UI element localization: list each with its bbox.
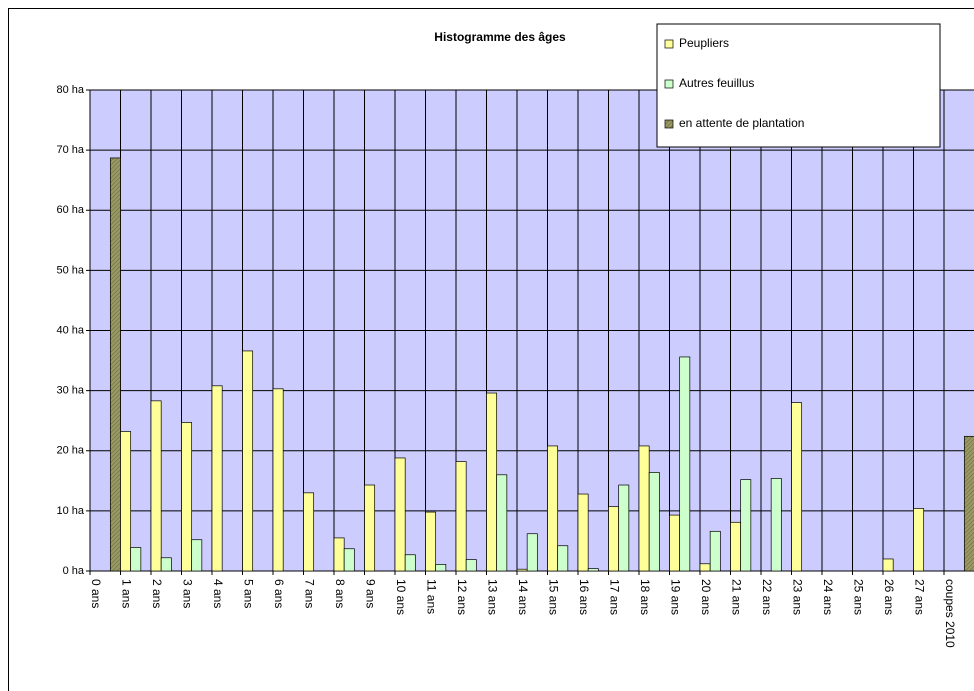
y-tick-label: 40 ha <box>56 324 84 336</box>
legend-swatch <box>664 39 674 49</box>
legend-swatch <box>664 79 674 89</box>
x-tick-label: 23 ans <box>791 579 805 615</box>
y-tick-label: 50 ha <box>56 264 84 276</box>
bar <box>730 521 742 572</box>
bar <box>425 511 437 572</box>
bar <box>669 514 681 572</box>
x-tick-label: 13 ans <box>486 579 500 615</box>
bar <box>242 350 254 572</box>
x-tick-label: 17 ans <box>608 579 622 615</box>
bar <box>526 533 538 572</box>
x-tick-label: 12 ans <box>455 579 469 615</box>
bar <box>343 548 355 572</box>
x-tick-label: 21 ans <box>730 579 744 615</box>
x-tick-label: 18 ans <box>638 579 652 615</box>
bar <box>587 568 599 572</box>
legend-label: Peupliers <box>679 36 729 50</box>
bar <box>486 392 498 572</box>
bar <box>709 530 721 572</box>
bar <box>333 537 345 572</box>
y-tick-label: 30 ha <box>56 385 84 397</box>
bar <box>648 472 660 572</box>
x-tick-label: 26 ans <box>882 579 896 615</box>
x-tick-label: 7 ans <box>303 579 317 608</box>
bar <box>465 559 477 572</box>
y-tick-label: 0 ha <box>63 565 85 577</box>
x-tick-label: 14 ans <box>516 579 530 615</box>
bar <box>963 435 974 572</box>
x-tick-label: 0 ans <box>89 579 103 608</box>
bar <box>547 445 559 572</box>
bar <box>577 493 589 572</box>
bar <box>882 558 894 572</box>
bar <box>394 457 406 572</box>
x-tick-label: 15 ans <box>547 579 561 615</box>
bar <box>516 568 528 572</box>
x-tick-label: 24 ans <box>821 579 835 615</box>
bar <box>211 385 223 572</box>
bar <box>130 547 142 572</box>
bar <box>191 539 203 572</box>
bar <box>791 402 803 572</box>
bar <box>272 388 284 572</box>
x-tick-label: 4 ans <box>211 579 225 608</box>
bar <box>557 545 569 572</box>
x-tick-label: 9 ans <box>364 579 378 608</box>
legend-swatch <box>664 119 674 129</box>
bar <box>679 356 691 572</box>
bar <box>496 474 508 572</box>
x-tick-label: 6 ans <box>272 579 286 608</box>
x-tick-label: coupes 2010 <box>943 579 957 648</box>
x-tick-label: 27 ans <box>913 579 927 615</box>
x-tick-label: 22 ans <box>760 579 774 615</box>
bar <box>109 157 121 572</box>
x-tick-label: 5 ans <box>242 579 256 608</box>
bar <box>120 431 132 572</box>
legend-label: Autres feuillus <box>679 76 754 90</box>
x-tick-label: 25 ans <box>852 579 866 615</box>
bar <box>150 400 162 572</box>
y-tick-label: 60 ha <box>56 204 84 216</box>
bar <box>404 554 416 572</box>
bar <box>364 484 376 572</box>
x-tick-label: 16 ans <box>577 579 591 615</box>
bar <box>303 492 315 572</box>
bar <box>160 557 172 572</box>
y-tick-label: 20 ha <box>56 445 84 457</box>
x-tick-label: 10 ans <box>394 579 408 615</box>
bar <box>455 461 467 572</box>
bar <box>740 479 752 572</box>
legend-label: en attente de plantation <box>679 116 804 130</box>
bar <box>608 506 620 572</box>
bar <box>435 564 447 572</box>
bar <box>618 484 630 572</box>
x-tick-label: 2 ans <box>150 579 164 608</box>
x-tick-label: 1 ans <box>120 579 134 608</box>
legend-box <box>656 23 941 148</box>
y-tick-label: 70 ha <box>56 144 84 156</box>
chart-title: Histogramme des âges <box>434 30 566 44</box>
y-tick-label: 10 ha <box>56 505 84 517</box>
y-tick-label: 80 ha <box>56 84 84 96</box>
bar <box>181 422 193 572</box>
x-tick-label: 20 ans <box>699 579 713 615</box>
bar <box>699 563 711 572</box>
bar <box>638 445 650 572</box>
bar <box>770 478 782 572</box>
x-tick-label: 11 ans <box>425 579 439 614</box>
x-tick-label: 19 ans <box>669 579 683 615</box>
x-tick-label: 3 ans <box>181 579 195 608</box>
x-tick-label: 8 ans <box>333 579 347 608</box>
bar <box>913 508 925 572</box>
